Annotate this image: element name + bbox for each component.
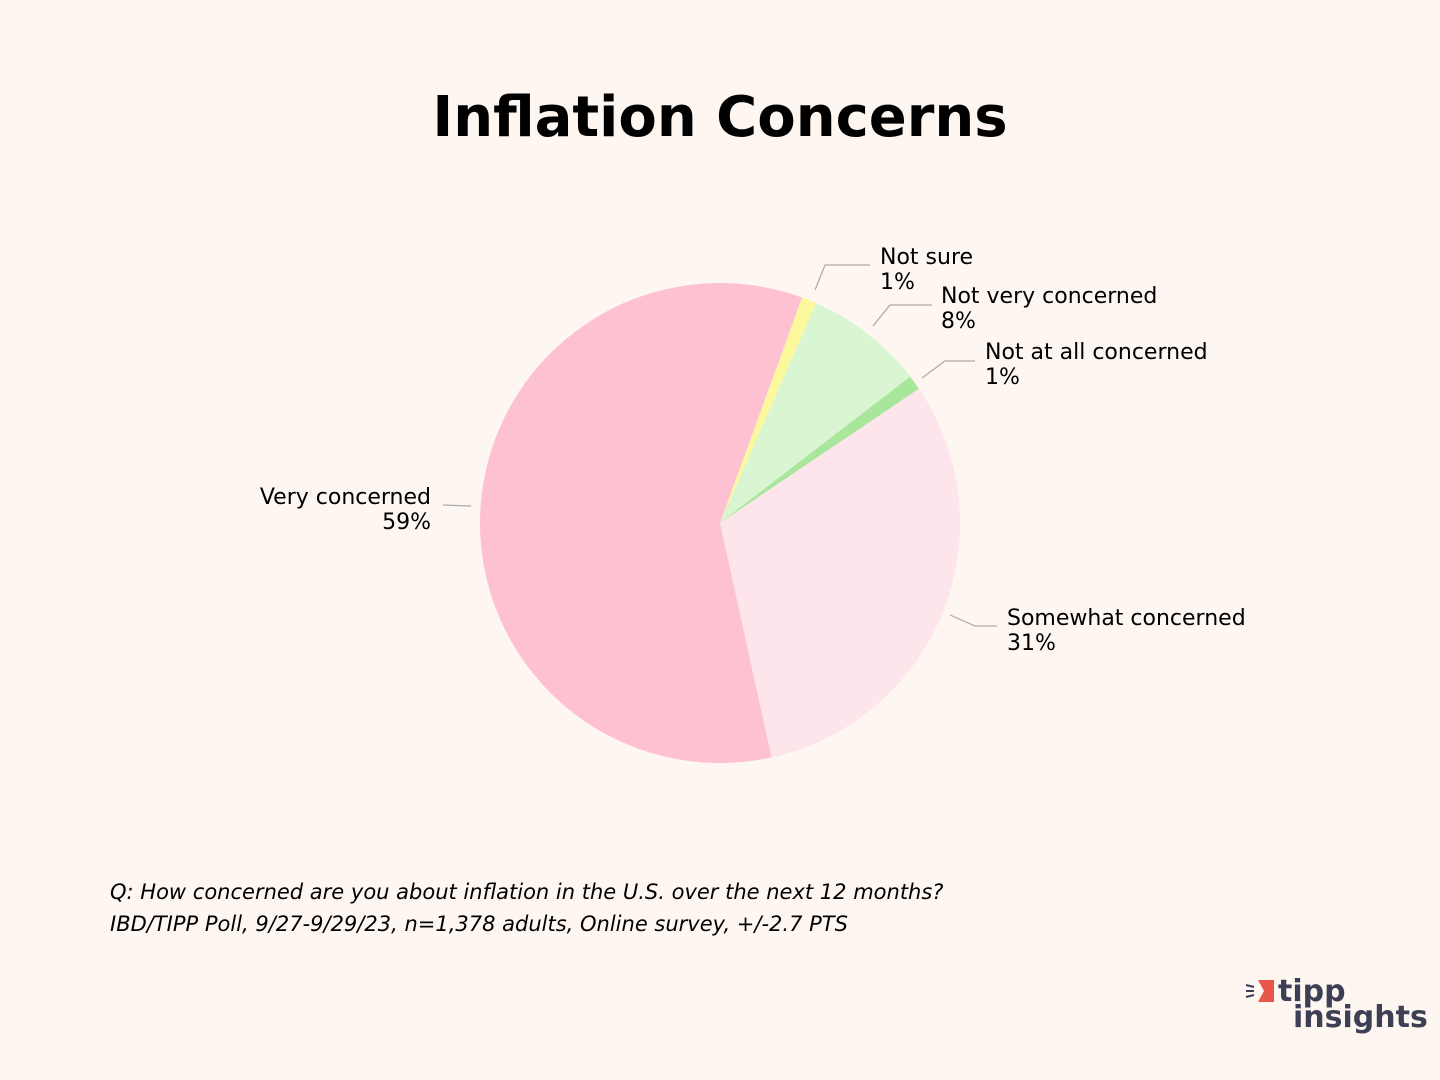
logo-text: insights: [1293, 1000, 1428, 1035]
leader-line: [814, 264, 870, 291]
note: IBD/TIPP Poll, 9/27-9/29/23, n=1,378 adu…: [110, 912, 848, 936]
pie-slice: [480, 283, 803, 763]
value-label: 59%: [382, 510, 431, 535]
leader-line: [442, 504, 472, 507]
value-label: 31%: [1007, 631, 1056, 656]
logo-icon: [1245, 994, 1255, 998]
value-label: 1%: [880, 270, 915, 295]
leader-line: [949, 614, 997, 627]
pie-slice: [720, 297, 817, 523]
value-label: 1%: [985, 365, 1020, 390]
value-label: 8%: [941, 309, 976, 334]
logo-icon: [1258, 980, 1274, 1002]
logo-text: tipp: [1278, 974, 1346, 1009]
slice-label: Not sure: [880, 245, 973, 270]
note: Q: How concerned are you about inflation…: [110, 880, 943, 904]
pie-slice: [720, 303, 911, 523]
logo-icon: [1245, 984, 1255, 988]
slice-label: Very concerned: [260, 485, 431, 510]
leader-line: [921, 360, 975, 379]
slice-label: Not at all concerned: [985, 340, 1208, 365]
leader-line: [872, 304, 932, 327]
logo: tipp insights: [1245, 974, 1428, 1035]
slice-label: Somewhat concerned: [1007, 606, 1246, 631]
chart-title: Inflation Concerns: [432, 85, 1007, 150]
pie-slice: [720, 376, 919, 523]
slice-label: Not very concerned: [941, 284, 1157, 309]
pie-slice: [720, 388, 961, 758]
